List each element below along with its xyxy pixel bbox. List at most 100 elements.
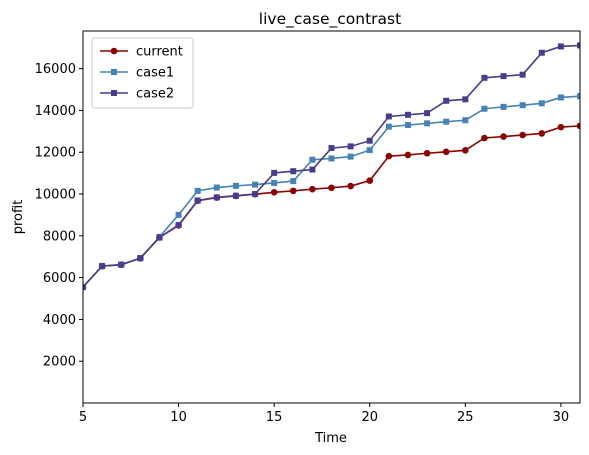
data-point: [404, 151, 412, 159]
data-point: [538, 100, 545, 107]
legend-label: case2: [136, 87, 174, 102]
y-tick-label: 16000: [35, 62, 76, 77]
data-point: [442, 148, 450, 156]
data-point: [289, 187, 297, 195]
y-axis: 2000 4000 6000 8000 10000 12000 14000 16000: [35, 62, 83, 370]
data-point: [557, 94, 564, 101]
data-point: [194, 197, 201, 204]
y-tick-label: 12000: [35, 146, 76, 161]
data-point: [481, 74, 488, 81]
data-point: [213, 184, 220, 191]
x-axis-label: Time: [314, 431, 347, 446]
y-tick-label: 4000: [43, 313, 76, 328]
x-tick-label: 25: [457, 410, 474, 425]
data-point: [462, 117, 469, 124]
data-point: [424, 120, 431, 127]
data-point: [385, 113, 392, 120]
legend-item-case1: case1: [100, 66, 174, 81]
data-point: [309, 156, 316, 163]
legend-item-case2: case2: [100, 87, 174, 102]
data-point: [309, 166, 316, 173]
data-point: [404, 111, 411, 118]
data-point: [156, 234, 163, 241]
data-point: [538, 49, 545, 56]
data-point: [347, 143, 354, 150]
data-point: [462, 96, 469, 103]
plot-frame: [82, 30, 581, 404]
data-point: [538, 130, 546, 137]
data-point: [118, 261, 125, 268]
data-point: [423, 149, 431, 157]
data-point: [500, 103, 507, 110]
data-point: [462, 147, 469, 154]
data-point: [443, 97, 450, 104]
legend-swatch-marker: [111, 69, 117, 75]
data-point: [232, 192, 239, 199]
data-point: [213, 194, 220, 201]
data-point: [519, 71, 526, 78]
data-point: [328, 184, 335, 192]
plot-area: [83, 42, 580, 291]
x-tick-label: 20: [361, 410, 378, 425]
data-point: [252, 181, 259, 188]
x-tick-label: 30: [553, 410, 570, 425]
x-tick-label: 10: [170, 410, 187, 425]
data-point: [175, 211, 182, 218]
data-point: [270, 189, 278, 196]
series-case2: [83, 42, 580, 291]
data-point: [443, 118, 450, 125]
data-point: [500, 73, 507, 80]
y-axis-label: profit: [11, 200, 26, 235]
x-tick-label: 15: [266, 410, 283, 425]
y-tick-label: 14000: [35, 104, 76, 119]
y-tick-label: 8000: [43, 229, 76, 244]
data-point: [366, 147, 373, 154]
series-case1: [83, 93, 580, 291]
legend-swatch-marker: [111, 90, 117, 96]
data-point: [175, 221, 182, 228]
data-point: [194, 187, 201, 194]
data-point: [271, 179, 278, 186]
data-point: [404, 122, 411, 129]
data-point: [232, 182, 239, 189]
data-point: [519, 102, 526, 109]
data-point: [309, 185, 316, 193]
data-point: [519, 131, 526, 139]
data-point: [290, 168, 297, 175]
y-tick-label: 10000: [35, 188, 76, 203]
x-tick-label: 5: [79, 410, 87, 425]
data-point: [424, 110, 431, 117]
y-tick-label: 6000: [43, 271, 76, 286]
legend-label: current: [136, 45, 183, 60]
data-point: [557, 43, 564, 50]
data-point: [366, 177, 374, 184]
legend-label: case1: [136, 66, 174, 81]
legend-swatch-marker: [110, 47, 118, 55]
data-point: [328, 155, 335, 162]
data-point: [347, 182, 354, 190]
y-tick-label: 2000: [43, 355, 76, 370]
legend-item-current: current: [100, 45, 183, 60]
data-point: [576, 122, 580, 130]
data-point: [481, 134, 488, 142]
data-point: [385, 152, 393, 160]
legend-box: [91, 37, 194, 109]
x-axis: 5 10 15 20 25 30: [79, 403, 569, 425]
data-point: [347, 153, 354, 160]
data-point: [481, 105, 488, 112]
data-point: [500, 133, 507, 140]
data-point: [557, 123, 565, 131]
data-point: [577, 93, 580, 100]
data-point: [577, 42, 580, 49]
data-point: [271, 169, 278, 176]
chart-title: live_case_contrast: [259, 10, 401, 29]
data-point: [328, 145, 335, 152]
data-point: [137, 255, 144, 262]
legend: current case1 case2: [91, 37, 194, 109]
data-point: [252, 191, 259, 198]
data-point: [83, 284, 86, 291]
series-line-case1: [83, 95, 580, 288]
data-point: [99, 263, 106, 270]
data-point: [385, 123, 392, 130]
